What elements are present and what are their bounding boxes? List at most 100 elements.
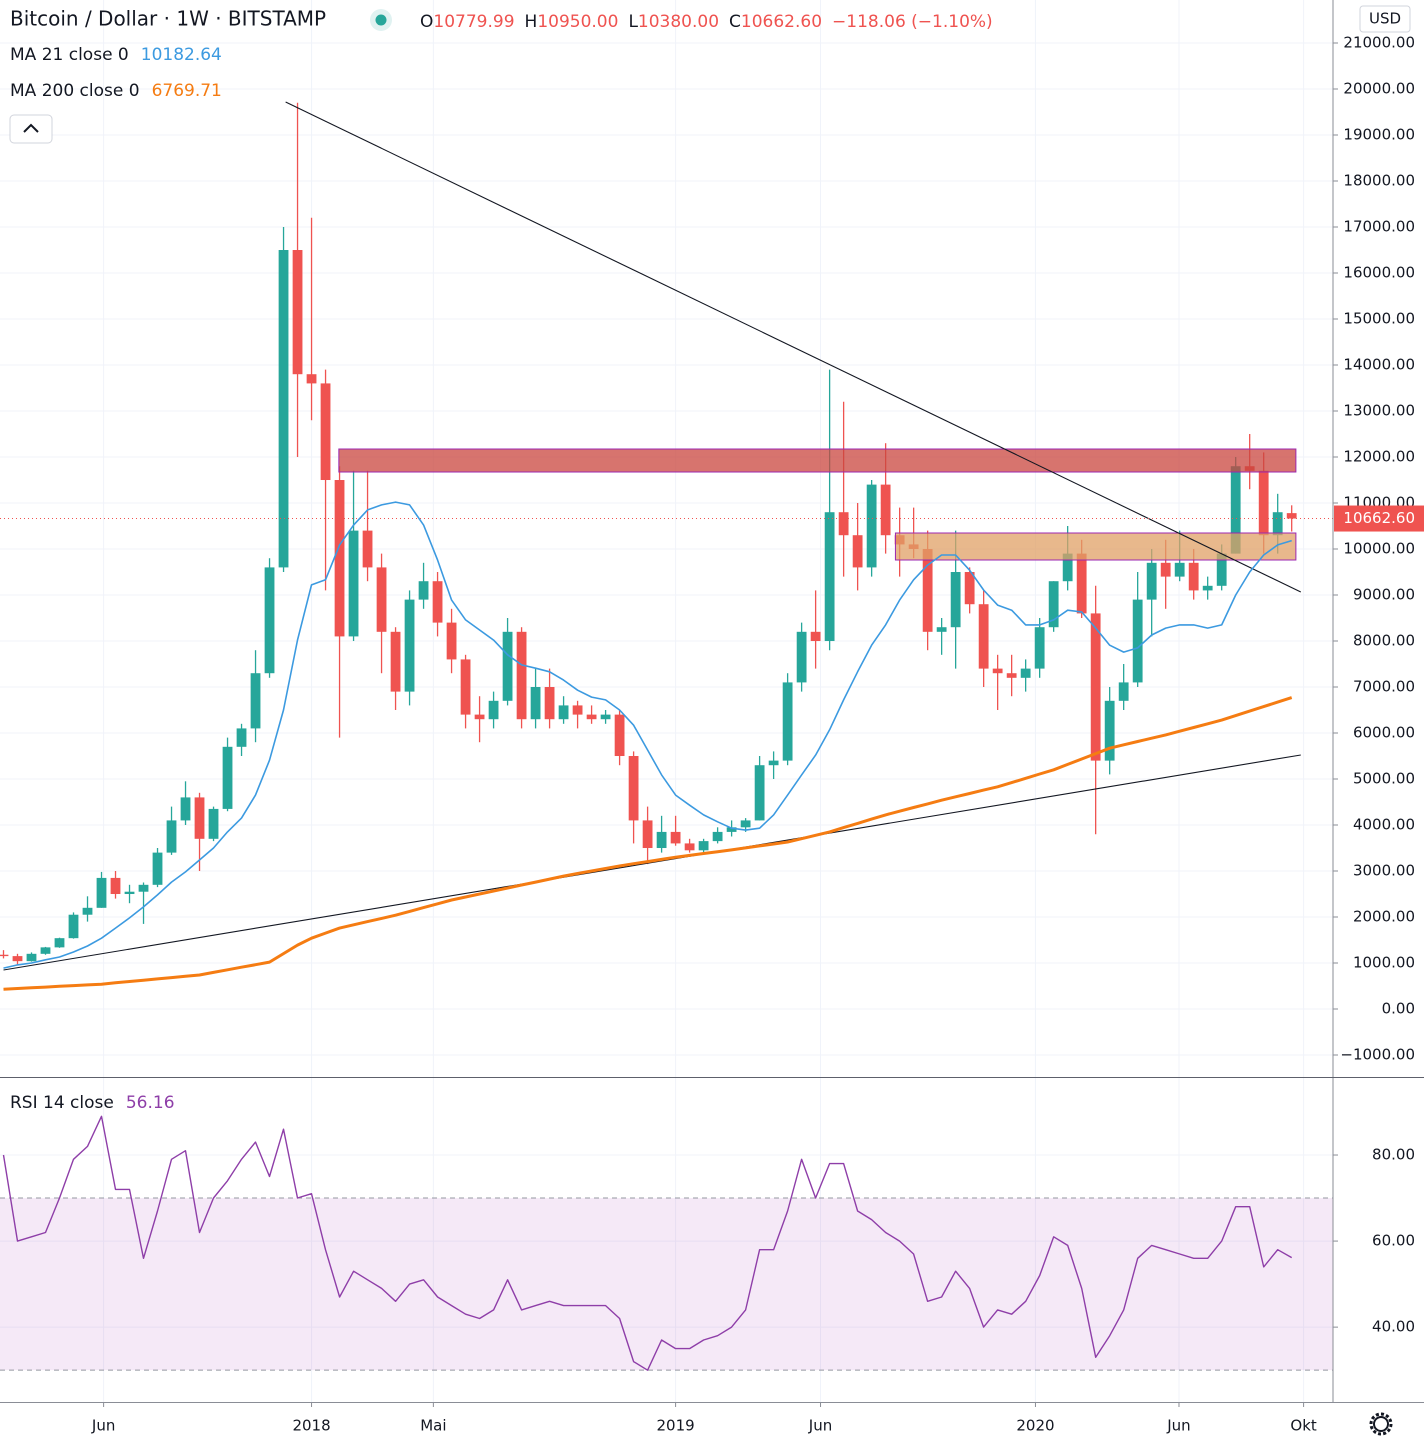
candle-body <box>138 884 149 892</box>
y-tick-label: 19000.00 <box>1343 126 1415 144</box>
y-tick-label: 17000.00 <box>1343 218 1415 236</box>
candle-body <box>0 954 9 957</box>
series-line <box>3 501 1292 969</box>
candle-body <box>320 383 331 481</box>
candle-body <box>152 852 163 885</box>
series-line <box>2 1115 1293 1371</box>
ohlc-value: 10662.60 <box>741 12 822 32</box>
candle-body <box>530 687 541 720</box>
y-tick-label: 1000.00 <box>1353 954 1415 972</box>
last-price-box <box>1334 505 1424 532</box>
candle-body <box>334 480 345 637</box>
ohlc-key: C <box>729 12 741 32</box>
candle-body <box>1076 553 1087 614</box>
series-legend: RSI 14 close 56.16 <box>10 1093 175 1113</box>
currency-button[interactable] <box>1359 5 1411 33</box>
y-tick-label: 5000.00 <box>1353 770 1415 788</box>
legend-name: MA 200 close 0 <box>10 81 140 101</box>
y-tick-label: 14000.00 <box>1343 356 1415 374</box>
ohlc-key: O <box>420 12 433 32</box>
candle-body <box>628 756 639 821</box>
chart-title: Bitcoin / Dollar · 1W · BITSTAMP <box>10 7 326 31</box>
status-dot <box>375 14 387 26</box>
y-tick-label: 8000.00 <box>1353 632 1415 650</box>
candle-body <box>670 831 681 844</box>
ohlc-legend: O10779.99 H10950.00 L10380.00 C10662.60 −118… <box>420 12 993 32</box>
y-tick-label: 0.00 <box>1382 1000 1415 1018</box>
legend-name: MA 21 close 0 <box>10 45 129 65</box>
series-legend: MA 200 close 0 6769.71 <box>10 81 222 101</box>
y-tick-label: 4000.00 <box>1353 816 1415 834</box>
candle-body <box>362 530 373 568</box>
candle-body <box>1104 700 1115 761</box>
candle-body <box>1062 553 1073 582</box>
candle-body <box>194 797 205 839</box>
candle-body <box>54 938 65 948</box>
candle-body <box>292 250 303 375</box>
candle-body <box>796 631 807 683</box>
x-tick-label: Jun <box>91 1417 115 1435</box>
candle-body <box>348 530 359 637</box>
candle-body <box>1230 466 1241 554</box>
candle-body <box>40 947 51 954</box>
change-value: −118.06 (−1.10%) <box>832 12 993 32</box>
candle-body <box>1146 562 1157 600</box>
candle-body <box>1188 562 1199 591</box>
candle-body <box>404 599 415 692</box>
y-tick-label: 21000.00 <box>1343 34 1415 52</box>
candle-body <box>754 765 765 821</box>
candle-body <box>614 714 625 757</box>
y-tick-label: 7000.00 <box>1353 678 1415 696</box>
candle-body <box>922 549 933 632</box>
pane <box>0 0 1333 1077</box>
legend-value: 6769.71 <box>152 81 222 101</box>
candle-body <box>474 714 485 720</box>
candle-body <box>572 705 583 715</box>
collapse-button[interactable] <box>9 114 53 144</box>
ohlc-value: 10380.00 <box>638 12 719 32</box>
candle-body <box>1034 627 1045 669</box>
candle-body <box>264 567 275 674</box>
candle-body <box>390 631 401 692</box>
candle-body <box>12 956 23 962</box>
candle-body <box>1272 512 1283 536</box>
gear-ring <box>1373 1416 1389 1432</box>
candle-body <box>460 659 471 715</box>
candle-body <box>992 668 1003 674</box>
candle-body <box>1216 553 1227 586</box>
candle-body <box>1048 581 1059 628</box>
candle-body <box>222 746 233 809</box>
candle-body <box>950 572 961 628</box>
x-tick-label: 2018 <box>292 1417 330 1435</box>
y-tick-label: 80.00 <box>1372 1146 1415 1164</box>
candle-body <box>782 682 793 761</box>
candle-body <box>1020 668 1031 678</box>
y-tick-label: 6000.00 <box>1353 724 1415 742</box>
y-tick-label: 10000.00 <box>1343 540 1415 558</box>
candle-body <box>586 714 597 720</box>
candle-body <box>978 604 989 669</box>
candle-body <box>96 877 107 908</box>
y-tick-label: 12000.00 <box>1343 448 1415 466</box>
candle-body <box>1090 613 1101 761</box>
trend-line <box>3 754 1301 971</box>
y-tick-label: 20000.00 <box>1343 80 1415 98</box>
candle-body <box>446 622 457 660</box>
candle-body <box>432 581 443 623</box>
candle-body <box>936 627 947 632</box>
y-tick-label: 18000.00 <box>1343 172 1415 190</box>
y-tick-label: 16000.00 <box>1343 264 1415 282</box>
ohlc-value: 10950.00 <box>537 12 618 32</box>
candle-body <box>852 535 863 568</box>
y-tick-label: 9000.00 <box>1353 586 1415 604</box>
ohlc-key: H <box>525 12 538 32</box>
candle-body <box>502 631 513 701</box>
candle-body <box>810 631 821 642</box>
price-zone <box>338 448 1297 473</box>
candle-body <box>516 631 527 720</box>
chevron-icon <box>23 123 39 133</box>
x-tick-label: Jun <box>1166 1417 1190 1435</box>
settings-gear[interactable] <box>1369 1412 1393 1436</box>
ohlc-key: L <box>628 12 638 32</box>
